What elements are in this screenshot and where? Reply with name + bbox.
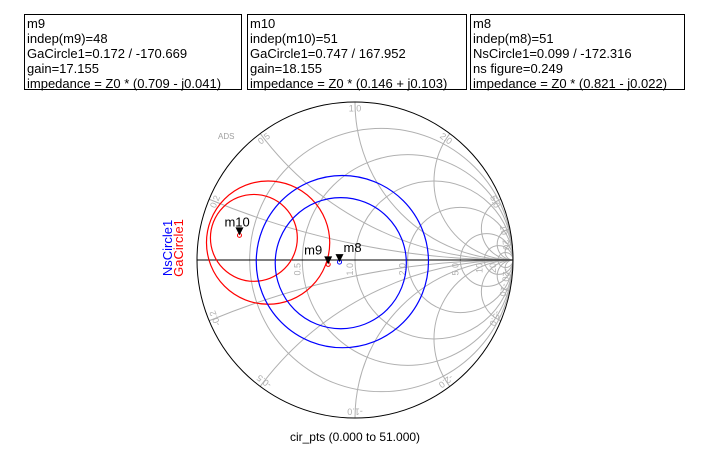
marker-label-m9: m9 — [304, 242, 322, 257]
resistance-label: 10 — [474, 263, 484, 273]
marker-line: indep(m9)=48 — [27, 31, 108, 46]
reactance-arc — [433, 259, 514, 387]
reactance-label: 20 — [500, 239, 511, 250]
series-layer — [205, 174, 430, 349]
marker-line: gain=18.155 — [250, 61, 322, 76]
marker-line: impedance = Z0 * (0.146 + j0.103) — [250, 76, 448, 91]
resistance-label: 2.0 — [398, 263, 408, 276]
reactance-arc — [208, 259, 514, 322]
reactance-label: 0.5 — [256, 131, 272, 147]
reactance-label: -5.0 — [487, 309, 502, 327]
marker-line: GaCircle1=0.172 / -170.669 — [27, 46, 188, 61]
marker-readout-m9: m9 indep(m9)=48 GaCircle1=0.172 / -170.6… — [24, 14, 242, 91]
marker-line: NsCircle1=0.099 / -172.316 — [473, 46, 632, 61]
marker-readout-m10: m10 indep(m10)=51 GaCircle1=0.747 / 167.… — [247, 14, 467, 91]
series-circle-gacircle1 — [209, 193, 298, 282]
marker-line: impedance = Z0 * (0.821 - j0.022) — [473, 76, 668, 91]
reactance-label: -1.0 — [347, 407, 363, 417]
marker-line: GaCircle1=0.747 / 167.952 — [250, 46, 406, 61]
marker-title: m10 — [250, 16, 276, 31]
reactance-arc — [496, 259, 514, 292]
resistance-label: 1.0 — [345, 263, 355, 276]
legend-gacircle1: GaCircle1 — [171, 219, 186, 277]
reactance-label: -2.0 — [437, 373, 455, 390]
reactance-arc — [354, 101, 514, 261]
reactance-label: -0.2 — [207, 309, 222, 327]
marker-line: indep(m8)=51 — [473, 31, 554, 46]
reactance-label: -10 — [497, 283, 509, 298]
series-circle-nscircle1 — [274, 196, 407, 330]
reactance-label: 10 — [498, 224, 510, 236]
marker-line: gain=17.155 — [27, 61, 99, 76]
reactance-arc — [259, 133, 514, 261]
ads-watermark: ADS — [218, 132, 234, 141]
reactance-arc — [480, 259, 514, 322]
resistance-label: 20 — [488, 263, 498, 273]
reactance-label: 1.0 — [349, 103, 362, 113]
marker-title: m9 — [27, 16, 46, 31]
resistance-label: 0.5 — [292, 263, 302, 276]
marker-triangle-m10 — [235, 227, 244, 236]
reactance-arc — [480, 198, 514, 261]
resistance-label: 5.0 — [450, 263, 460, 276]
marker-label-m10: m10 — [224, 214, 249, 229]
x-axis-label: cir_pts (0.000 to 51.000) — [290, 430, 420, 444]
reactance-arc — [208, 198, 514, 261]
reactance-arc — [496, 228, 514, 261]
markers-layer: m10 m9 m8 — [224, 214, 362, 267]
reactance-label: 5.0 — [488, 194, 502, 209]
marker-label-m8: m8 — [343, 240, 361, 255]
marker-triangle-m8 — [335, 254, 344, 263]
marker-triangle-m9 — [324, 256, 333, 265]
reactance-label: -20 — [500, 268, 511, 282]
reactance-arc — [354, 259, 514, 419]
marker-line: indep(m10)=51 — [250, 31, 338, 46]
reactance-arc — [259, 259, 514, 387]
legend-nscircle1: NsCircle1 — [160, 220, 175, 276]
series-circle-nscircle1 — [255, 174, 430, 349]
marker-readout-m8: m8 indep(m8)=51 NsCircle1=0.099 / -172.3… — [470, 14, 685, 91]
reactance-label: -0.5 — [255, 373, 273, 390]
reactance-arc — [433, 133, 514, 261]
marker-title: m8 — [473, 16, 492, 31]
marker-line: impedance = Z0 * (0.709 - j0.041) — [27, 76, 222, 91]
reactance-label: 2.0 — [438, 131, 454, 147]
marker-line: ns figure=0.249 — [473, 61, 563, 76]
